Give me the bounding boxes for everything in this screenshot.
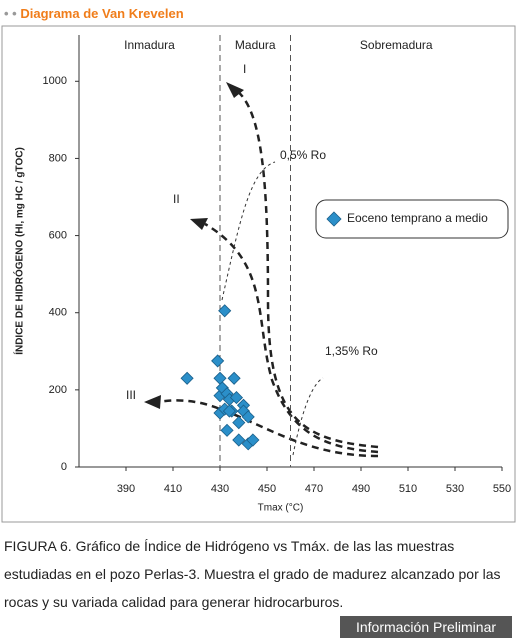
arrowhead (144, 395, 161, 409)
x-tick-label: 470 (305, 483, 323, 495)
annotation: 1,35% Ro (325, 344, 378, 358)
x-tick-label: 430 (211, 483, 229, 495)
pathway-ii (204, 222, 379, 454)
annotation: II (173, 192, 180, 206)
y-axis-label: ÍNDICE DE HIDRÓGENO (HI, mg HC / gTOC) (13, 147, 26, 355)
y-tick-label: 600 (49, 229, 67, 241)
caption: FIGURA 6. Gráfico de Índice de Hidrógeno… (4, 538, 501, 610)
legend (315, 199, 509, 239)
x-tick-label: 490 (352, 483, 370, 495)
legend-label: Eoceno temprano a medio (347, 211, 488, 225)
point (222, 404, 236, 418)
footer: Información Preliminar (340, 616, 512, 638)
annotation: III (126, 388, 136, 402)
point (211, 354, 225, 368)
arrowhead (190, 218, 208, 230)
ro-lines (221, 161, 324, 456)
chart: 0 200 400 600 800 1000 390 410 430 450 470 490 510 53… (1, 25, 516, 523)
point (213, 371, 227, 385)
zone-label: Madura (235, 38, 276, 52)
point (232, 416, 246, 430)
zone-label: Sobremadura (360, 38, 433, 52)
point (227, 371, 241, 385)
point (229, 391, 244, 405)
ro-line (292, 377, 324, 456)
chart-frame (1, 25, 516, 523)
pathways (157, 89, 379, 458)
point (218, 304, 232, 318)
header: • • Diagrama de Van Krevelen (4, 6, 184, 21)
point (232, 433, 246, 447)
y-tick-label: 1000 (43, 75, 67, 87)
ro-line (221, 161, 276, 301)
header-title: Diagrama de Van Krevelen (20, 6, 184, 21)
x-tick-label: 390 (117, 483, 135, 495)
y-tick-label: 400 (49, 307, 67, 319)
annotation: 0,5% Ro (280, 148, 326, 162)
x-tick-label: 410 (164, 483, 182, 495)
arrowhead (226, 82, 244, 98)
x-tick-label: 450 (258, 483, 276, 495)
header-dots: • • (4, 6, 17, 21)
point (180, 371, 194, 385)
x-tick-label: 530 (446, 483, 464, 495)
y-tick-label: 800 (49, 152, 67, 164)
annotation: I (243, 62, 246, 76)
y-tick-label: 200 (49, 384, 67, 396)
point (241, 410, 255, 424)
x-tick-label: 510 (399, 483, 417, 495)
legend-marker (326, 211, 342, 227)
point (220, 423, 234, 437)
y-tick-label: 0 (61, 461, 67, 473)
pathway-i (235, 89, 379, 449)
x-tick-label: 550 (493, 483, 511, 495)
x-axis-label: Tmax (°C) (258, 503, 304, 514)
zone-label: Inmadura (124, 38, 175, 52)
point (246, 433, 260, 447)
arrowheads (144, 82, 244, 409)
pathway-iii (157, 399, 379, 458)
